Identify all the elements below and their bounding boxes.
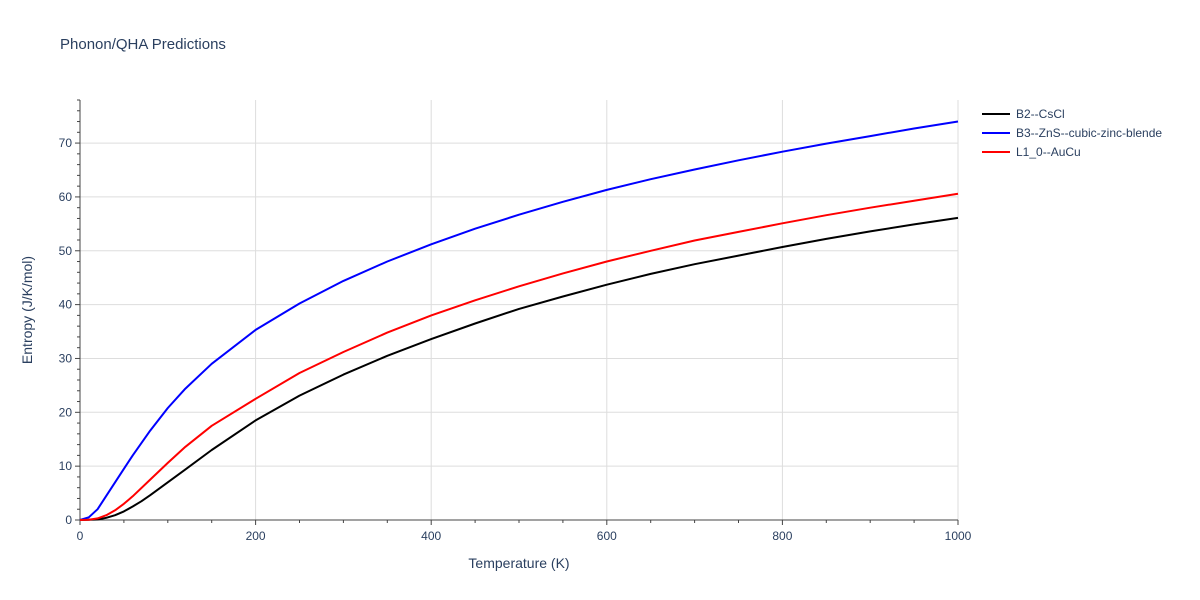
y-tick-label: 0 (65, 513, 72, 527)
legend-label: B2--CsCl (1016, 107, 1065, 121)
legend-label: B3--ZnS--cubic-zinc-blende (1016, 126, 1162, 140)
y-tick-label: 70 (59, 136, 73, 150)
x-tick-label: 800 (772, 529, 792, 543)
y-tick-label: 20 (59, 405, 73, 419)
y-tick-label: 40 (59, 298, 73, 312)
x-tick-label: 200 (246, 529, 266, 543)
series-line (79, 216, 959, 521)
series-lines (79, 120, 959, 521)
x-tick-label: 400 (421, 529, 441, 543)
legend: B2--CsCl B3--ZnS--cubic-zinc-blende L1_0--… (982, 107, 1162, 159)
series-line (79, 120, 959, 521)
grid-lines (80, 100, 959, 520)
legend-label: L1_0--AuCu (1016, 145, 1081, 159)
x-tick-label: 1000 (945, 529, 972, 543)
x-tick-label: 600 (597, 529, 617, 543)
y-tick-label: 50 (59, 244, 73, 258)
x-tick-label: 0 (77, 529, 84, 543)
x-axis-title: Temperature (K) (468, 555, 569, 571)
chart-title: Phonon/QHA Predictions (60, 36, 226, 53)
y-tick-label: 30 (59, 351, 73, 365)
axes: 0 200 400 600 800 1000 0 10 20 30 40 50 60 70 (59, 99, 972, 543)
y-tick-label: 60 (59, 190, 73, 204)
y-axis-title: Entropy (J/K/mol) (19, 256, 35, 364)
series-line (79, 192, 959, 521)
y-tick-label: 10 (59, 459, 73, 473)
